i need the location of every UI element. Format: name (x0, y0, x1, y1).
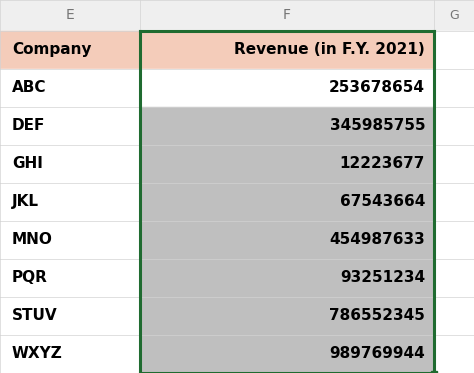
Bar (140, 221, 434, 259)
Bar (0, 335, 140, 373)
Bar (430, 371, 437, 373)
Text: Revenue (in F.Y. 2021): Revenue (in F.Y. 2021) (235, 42, 425, 57)
Bar (0, 145, 140, 183)
Bar (434, 297, 474, 335)
Bar (0, 221, 140, 259)
Text: GHI: GHI (12, 156, 43, 171)
Bar (140, 183, 434, 221)
Bar (0, 183, 140, 221)
Text: 12223677: 12223677 (340, 156, 425, 171)
Bar (140, 0, 434, 31)
Bar (0, 107, 140, 145)
Bar (434, 183, 474, 221)
Text: DEF: DEF (12, 118, 45, 133)
Bar (140, 107, 434, 145)
Text: E: E (65, 8, 74, 22)
Text: MNO: MNO (12, 232, 53, 247)
Text: 345985755: 345985755 (329, 118, 425, 133)
Bar (140, 145, 434, 183)
Bar (0, 69, 140, 107)
Bar (434, 259, 474, 297)
Text: 253678654: 253678654 (329, 80, 425, 95)
Bar (434, 145, 474, 183)
Bar (140, 335, 434, 373)
Text: JKL: JKL (12, 194, 39, 209)
Text: 67543664: 67543664 (340, 194, 425, 209)
Bar (0, 0, 140, 31)
Text: ABC: ABC (12, 80, 46, 95)
Bar (434, 31, 474, 69)
Bar (434, 107, 474, 145)
Text: WXYZ: WXYZ (12, 347, 63, 361)
Bar (140, 31, 434, 69)
Bar (434, 69, 474, 107)
Text: G: G (449, 9, 459, 22)
Bar (140, 69, 434, 107)
Bar (140, 297, 434, 335)
Text: F: F (283, 8, 291, 22)
Bar (0, 31, 140, 69)
Bar (0, 297, 140, 335)
Text: Company: Company (12, 42, 91, 57)
Bar (434, 221, 474, 259)
Text: 786552345: 786552345 (329, 308, 425, 323)
Text: 989769944: 989769944 (329, 347, 425, 361)
Bar (0, 259, 140, 297)
Text: PQR: PQR (12, 270, 48, 285)
Text: 454987633: 454987633 (329, 232, 425, 247)
Bar (434, 335, 474, 373)
Text: 93251234: 93251234 (340, 270, 425, 285)
Bar (434, 0, 474, 31)
Bar (140, 259, 434, 297)
Text: STUV: STUV (12, 308, 57, 323)
